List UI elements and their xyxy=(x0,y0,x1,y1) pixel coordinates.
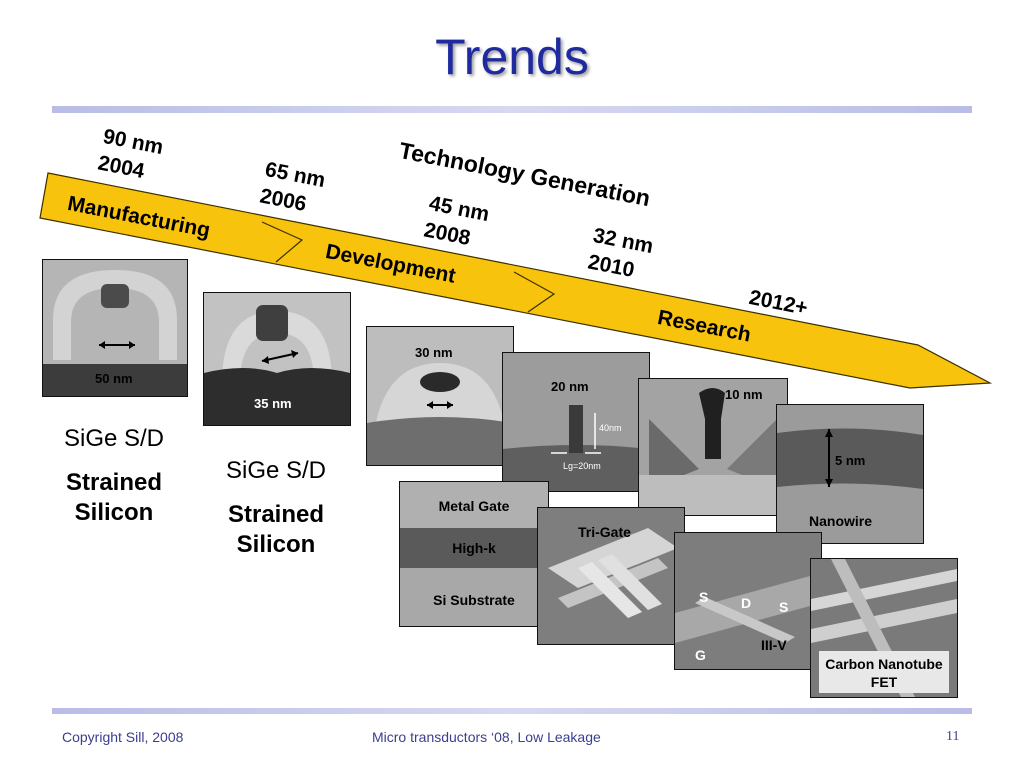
generation-65: 65 nm 2006 xyxy=(258,156,328,221)
micrograph-90nm: 50 nm xyxy=(42,259,188,397)
micrograph-10nm-art xyxy=(639,379,787,515)
footer-copyright: Copyright Sill, 2008 xyxy=(62,729,184,745)
gate-stack-image: Metal Gate High-k Si Substrate xyxy=(399,481,549,627)
micrograph-45nm-art xyxy=(367,327,513,465)
iii-v-gate: G xyxy=(695,647,706,663)
slide-title: Trends xyxy=(435,29,589,85)
micrograph-10nm-scale: 10 nm xyxy=(725,387,763,402)
gate-stack-highk-label: High-k xyxy=(452,540,496,556)
micrograph-32nm: 20 nm 40nm Lg=20nm xyxy=(502,352,650,492)
footer-center: Micro transductors ‘08, Low Leakage xyxy=(372,729,601,745)
micrograph-45nm-scale: 30 nm xyxy=(415,345,453,360)
trigate-label: Tri-Gate xyxy=(578,524,631,540)
generation-45: 45 nm 2008 xyxy=(422,190,492,255)
micrograph-32nm-gate-length: Lg=20nm xyxy=(563,461,601,471)
trigate-image: Tri-Gate xyxy=(537,507,685,645)
micrograph-nanowire-art xyxy=(777,405,923,543)
cnt-label: Carbon Nanotube FET xyxy=(825,656,943,690)
feature-sige-65: SiGe S/D xyxy=(225,457,327,484)
page-number: 11 xyxy=(946,729,960,744)
micrograph-32nm-scale: 20 nm xyxy=(551,379,589,394)
features-90nm: SiGe S/D Strained Silicon xyxy=(34,424,194,528)
iii-v-source-2: S xyxy=(779,599,789,615)
micrograph-nanowire-label: Nanowire xyxy=(809,513,873,529)
gate-stack-metal xyxy=(400,482,548,528)
iii-v-source-1: S xyxy=(699,589,709,605)
micrograph-65nm-art xyxy=(204,293,350,425)
micrograph-90nm-art xyxy=(43,260,187,396)
gate-stack-substrate xyxy=(400,568,548,626)
feature-strained-90: Strained Silicon xyxy=(65,469,163,526)
generation-90: 90 nm 2004 xyxy=(96,123,166,188)
gate-stack-metal-label: Metal Gate xyxy=(438,498,510,514)
stage-divider-2 xyxy=(513,271,556,313)
micrograph-nanowire-scale: 5 nm xyxy=(835,453,866,468)
micrograph-65nm: 35 nm xyxy=(203,292,351,426)
feature-strained-65: Strained Silicon xyxy=(227,501,325,558)
micrograph-90nm-scale: 50 nm xyxy=(95,371,133,386)
iii-v-drain: D xyxy=(741,595,752,611)
gate-stack-substrate-label: Si Substrate xyxy=(433,592,515,608)
micrograph-nanowire: 5 nm Nanowire xyxy=(776,404,924,544)
trigate-image-art xyxy=(538,508,684,644)
feature-sige-90: SiGe S/D xyxy=(63,425,165,452)
features-65nm: SiGe S/D Strained Silicon xyxy=(196,456,356,560)
iii-v-image-art xyxy=(675,533,821,669)
stage-divider-1 xyxy=(261,221,304,263)
micrograph-32nm-height: 40nm xyxy=(599,423,622,433)
footer-divider xyxy=(52,708,972,714)
micrograph-45nm: 30 nm xyxy=(366,326,514,466)
iii-v-image: S D S G III-V xyxy=(674,532,822,670)
cnt-image-art xyxy=(811,559,957,697)
roadmap-arrow-band xyxy=(39,172,993,389)
cnt-image: Carbon Nanotube FET xyxy=(810,558,958,698)
micrograph-65nm-scale: 35 nm xyxy=(254,396,292,411)
micrograph-32nm-art xyxy=(503,353,649,491)
title-divider xyxy=(52,106,972,113)
iii-v-label: III-V xyxy=(761,637,787,653)
gate-stack-highk xyxy=(400,528,548,568)
micrograph-10nm: 10 nm xyxy=(638,378,788,516)
generation-32: 32 nm 2010 xyxy=(586,222,656,287)
